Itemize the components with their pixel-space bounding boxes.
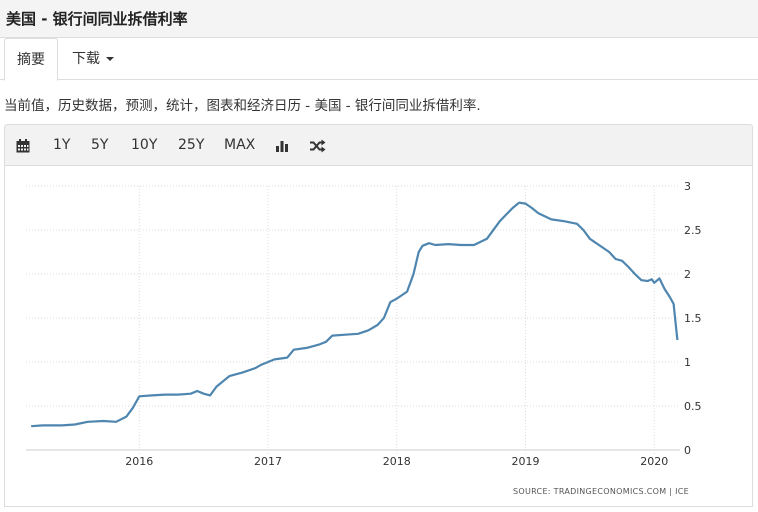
chart-frame xyxy=(4,166,753,507)
chart-source: SOURCE: TRADINGECONOMICS.COM | ICE xyxy=(513,487,689,496)
range-5y-button[interactable]: 5Y xyxy=(91,137,109,153)
title-bar: 美国 - 银行间同业拆借利率 xyxy=(0,0,758,38)
range-max-button[interactable]: MAX xyxy=(224,137,256,153)
tab-download-label: 下载 xyxy=(72,51,100,67)
grid-lines xyxy=(26,185,680,451)
chevron-down-icon xyxy=(106,57,114,61)
y-tick-label: 2 xyxy=(684,268,691,281)
range-25y-button[interactable]: 25Y xyxy=(178,137,205,153)
y-tick-label: 1 xyxy=(684,356,691,369)
y-axis-labels: 0 0.5 1 1.5 2 2.5 3 xyxy=(684,180,702,457)
y-tick-label: 0 xyxy=(684,444,691,457)
tab-summary[interactable]: 摘要 xyxy=(4,38,58,81)
x-tick-label: 2017 xyxy=(254,455,282,468)
page-description: 当前值，历史数据，预测，统计，图表和经济日历 - 美国 - 银行间同业拆借利率. xyxy=(4,98,481,114)
x-tick-label: 2019 xyxy=(512,455,540,468)
y-tick-label: 3 xyxy=(684,180,691,193)
x-tick-label: 2018 xyxy=(383,455,411,468)
y-tick-label: 0.5 xyxy=(684,400,702,413)
x-axis-ticks: 2016 2017 2018 2019 2020 xyxy=(125,186,668,468)
x-tick-label: 2020 xyxy=(640,455,668,468)
x-tick-label: 2016 xyxy=(125,455,153,468)
y-tick-label: 2.5 xyxy=(684,224,702,237)
tab-download[interactable]: 下载 xyxy=(60,38,126,80)
line-chart: 2016 2017 2018 2019 2020 0 0.5 1 1.5 2 2.5 3 SOURC… xyxy=(26,180,702,496)
series-line-interbank-rate xyxy=(31,201,679,428)
chart-toolbar: 1Y 5Y 10Y 25Y MAX xyxy=(4,124,753,166)
range-1y-button[interactable]: 1Y xyxy=(53,137,71,153)
bar-chart-icon[interactable] xyxy=(275,138,289,157)
calendar-icon[interactable] xyxy=(16,138,30,157)
range-10y-button[interactable]: 10Y xyxy=(131,137,158,153)
shuffle-icon[interactable] xyxy=(310,138,326,157)
page-title: 美国 - 银行间同业拆借利率 xyxy=(6,10,188,28)
tab-bar: 摘要 下载 xyxy=(0,38,758,81)
y-tick-label: 1.5 xyxy=(684,312,702,325)
